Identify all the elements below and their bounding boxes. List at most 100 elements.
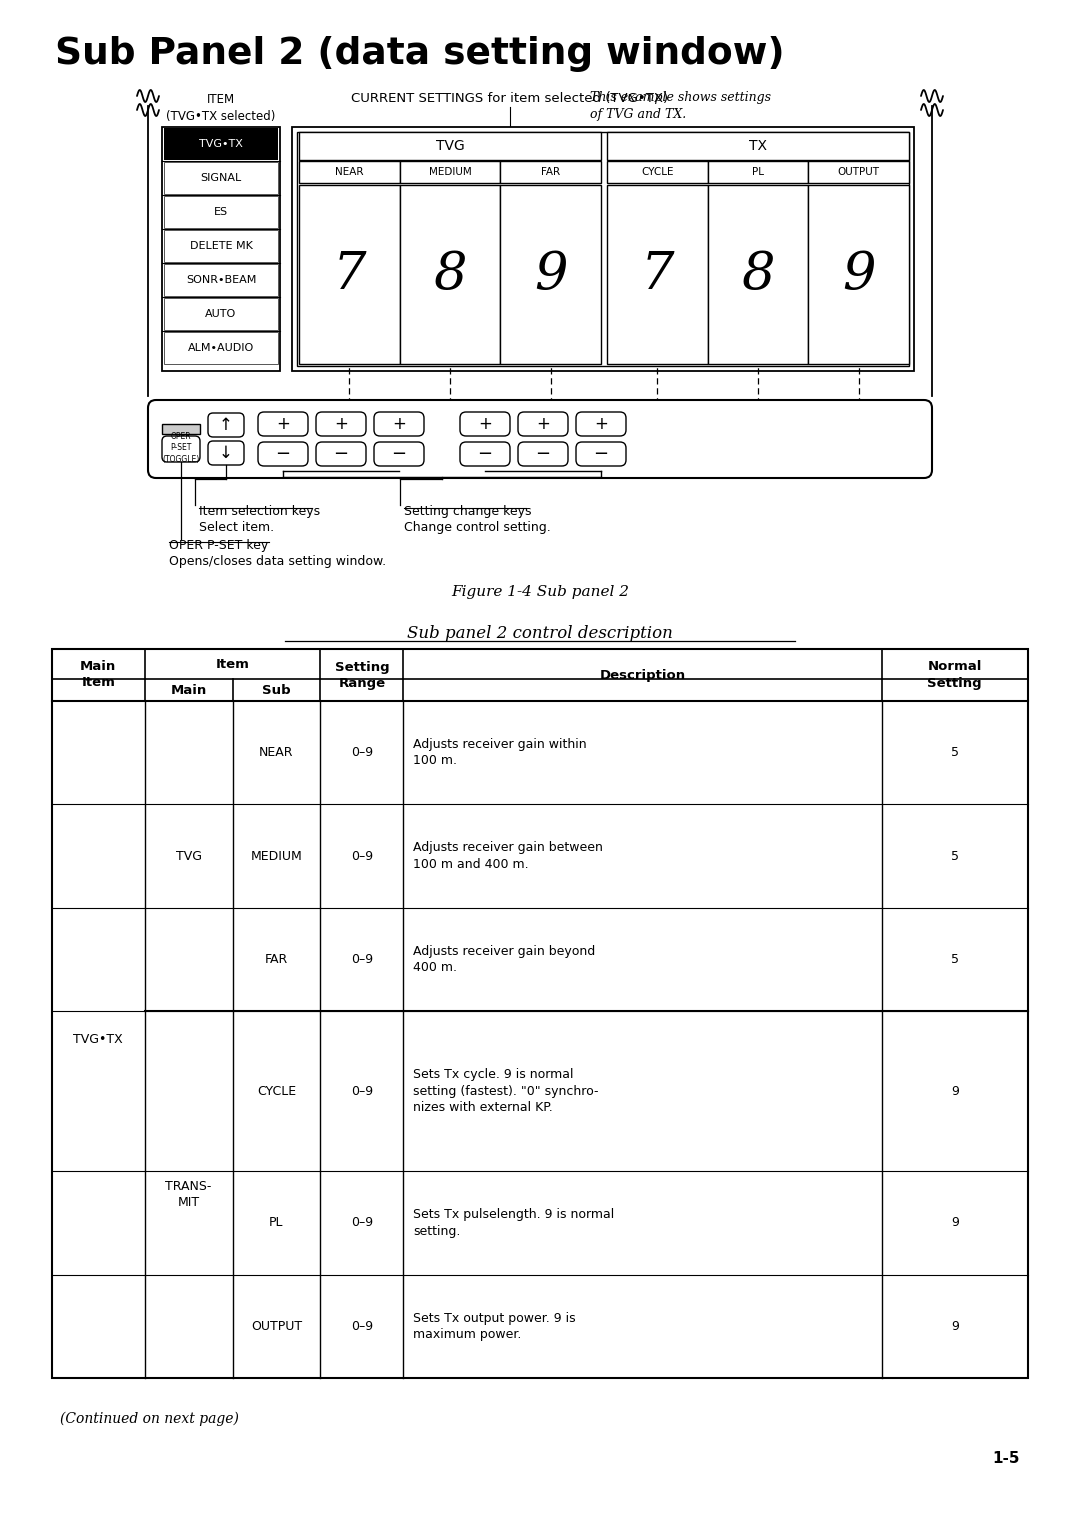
- Text: −: −: [275, 446, 291, 462]
- Text: Change control setting.: Change control setting.: [404, 520, 551, 534]
- FancyBboxPatch shape: [162, 424, 200, 433]
- FancyBboxPatch shape: [400, 185, 500, 365]
- Text: 5: 5: [950, 952, 959, 966]
- Text: +: +: [392, 415, 406, 433]
- FancyBboxPatch shape: [607, 162, 707, 183]
- Text: CYCLE: CYCLE: [257, 1085, 296, 1097]
- FancyBboxPatch shape: [258, 443, 308, 465]
- Text: 8: 8: [741, 249, 774, 301]
- FancyBboxPatch shape: [707, 162, 808, 183]
- FancyBboxPatch shape: [576, 412, 626, 436]
- Text: TVG: TVG: [176, 850, 202, 862]
- Text: Description: Description: [599, 668, 686, 682]
- Text: NEAR: NEAR: [259, 746, 294, 758]
- Text: ALM•AUDIO: ALM•AUDIO: [188, 343, 254, 353]
- Text: CYCLE: CYCLE: [642, 166, 674, 177]
- Text: −: −: [477, 446, 492, 462]
- FancyBboxPatch shape: [162, 127, 280, 371]
- Text: CURRENT SETTINGS for item selected (TVG•TX): CURRENT SETTINGS for item selected (TVG•…: [351, 92, 669, 105]
- Text: Sets Tx cycle. 9 is normal
setting (fastest). "0" synchro-
nizes with external K: Sets Tx cycle. 9 is normal setting (fast…: [414, 1068, 598, 1114]
- FancyBboxPatch shape: [808, 162, 909, 183]
- Text: ES: ES: [214, 208, 228, 217]
- Text: Main: Main: [171, 684, 206, 696]
- Text: (Continued on next page): (Continued on next page): [60, 1412, 239, 1425]
- FancyBboxPatch shape: [299, 185, 400, 365]
- Text: Main
Item: Main Item: [80, 661, 117, 690]
- Text: TVG•TX: TVG•TX: [199, 139, 243, 150]
- FancyBboxPatch shape: [299, 133, 600, 160]
- FancyBboxPatch shape: [374, 443, 424, 465]
- Text: OUTPUT: OUTPUT: [838, 166, 880, 177]
- FancyBboxPatch shape: [707, 185, 808, 365]
- Text: This example shows settings
of TVG and TX.: This example shows settings of TVG and T…: [590, 92, 771, 121]
- Text: 7: 7: [333, 249, 366, 301]
- FancyBboxPatch shape: [518, 412, 568, 436]
- Text: −: −: [593, 446, 608, 462]
- Text: TX: TX: [750, 139, 767, 153]
- Text: Normal
Setting: Normal Setting: [928, 661, 982, 690]
- Text: ↓: ↓: [219, 444, 233, 462]
- FancyBboxPatch shape: [164, 264, 278, 296]
- Text: +: +: [478, 415, 491, 433]
- Text: MEDIUM: MEDIUM: [429, 166, 471, 177]
- FancyBboxPatch shape: [316, 412, 366, 436]
- FancyBboxPatch shape: [607, 133, 909, 160]
- Text: ITEM
(TVG•TX selected): ITEM (TVG•TX selected): [166, 93, 275, 124]
- Text: 0–9: 0–9: [351, 1320, 373, 1332]
- FancyBboxPatch shape: [500, 185, 600, 365]
- Text: ↑: ↑: [219, 417, 233, 433]
- FancyBboxPatch shape: [164, 298, 278, 330]
- Text: 9: 9: [950, 1320, 959, 1332]
- Text: 9: 9: [950, 1216, 959, 1230]
- Text: OUTPUT: OUTPUT: [251, 1320, 302, 1332]
- FancyBboxPatch shape: [162, 436, 200, 462]
- FancyBboxPatch shape: [460, 443, 510, 465]
- Text: DELETE MK: DELETE MK: [190, 241, 253, 250]
- Text: Sub Panel 2 (data setting window): Sub Panel 2 (data setting window): [55, 37, 785, 72]
- FancyBboxPatch shape: [258, 412, 308, 436]
- Text: SIGNAL: SIGNAL: [201, 172, 242, 183]
- Text: 8: 8: [433, 249, 467, 301]
- Text: 0–9: 0–9: [351, 746, 373, 758]
- Text: 0–9: 0–9: [351, 952, 373, 966]
- Text: TRANS-
MIT: TRANS- MIT: [165, 1180, 212, 1209]
- FancyBboxPatch shape: [164, 128, 278, 160]
- FancyBboxPatch shape: [208, 414, 244, 436]
- Text: NEAR: NEAR: [335, 166, 364, 177]
- FancyBboxPatch shape: [299, 162, 400, 183]
- Text: −: −: [536, 446, 551, 462]
- Text: 5: 5: [950, 746, 959, 758]
- Text: TVG•TX: TVG•TX: [73, 1033, 123, 1045]
- Text: TVG: TVG: [435, 139, 464, 153]
- FancyBboxPatch shape: [148, 400, 932, 478]
- Text: 9: 9: [950, 1085, 959, 1097]
- FancyBboxPatch shape: [297, 133, 909, 366]
- Text: AUTO: AUTO: [205, 308, 237, 319]
- Text: OPER
P-SET
(TOGGLE): OPER P-SET (TOGGLE): [162, 432, 200, 464]
- Text: 5: 5: [950, 850, 959, 862]
- Text: PL: PL: [752, 166, 764, 177]
- Text: Adjusts receiver gain beyond
400 m.: Adjusts receiver gain beyond 400 m.: [414, 945, 595, 974]
- FancyBboxPatch shape: [400, 162, 500, 183]
- Text: FAR: FAR: [265, 952, 288, 966]
- FancyBboxPatch shape: [164, 162, 278, 194]
- Text: Setting
Range: Setting Range: [335, 661, 389, 690]
- Text: 0–9: 0–9: [351, 850, 373, 862]
- Text: Select item.: Select item.: [199, 520, 274, 534]
- FancyBboxPatch shape: [500, 162, 600, 183]
- Text: MEDIUM: MEDIUM: [251, 850, 302, 862]
- Text: 9: 9: [842, 249, 876, 301]
- FancyBboxPatch shape: [292, 127, 914, 371]
- Text: −: −: [334, 446, 349, 462]
- Text: Sets Tx output power. 9 is
maximum power.: Sets Tx output power. 9 is maximum power…: [414, 1311, 576, 1341]
- FancyBboxPatch shape: [808, 185, 909, 365]
- Text: 9: 9: [534, 249, 567, 301]
- Text: FAR: FAR: [541, 166, 561, 177]
- FancyBboxPatch shape: [164, 230, 278, 262]
- FancyBboxPatch shape: [518, 443, 568, 465]
- Text: +: +: [536, 415, 550, 433]
- Text: SONR•BEAM: SONR•BEAM: [186, 275, 256, 285]
- Text: +: +: [334, 415, 348, 433]
- Text: Opens/closes data setting window.: Opens/closes data setting window.: [168, 555, 387, 568]
- Text: Figure 1-4 Sub panel 2: Figure 1-4 Sub panel 2: [451, 584, 629, 600]
